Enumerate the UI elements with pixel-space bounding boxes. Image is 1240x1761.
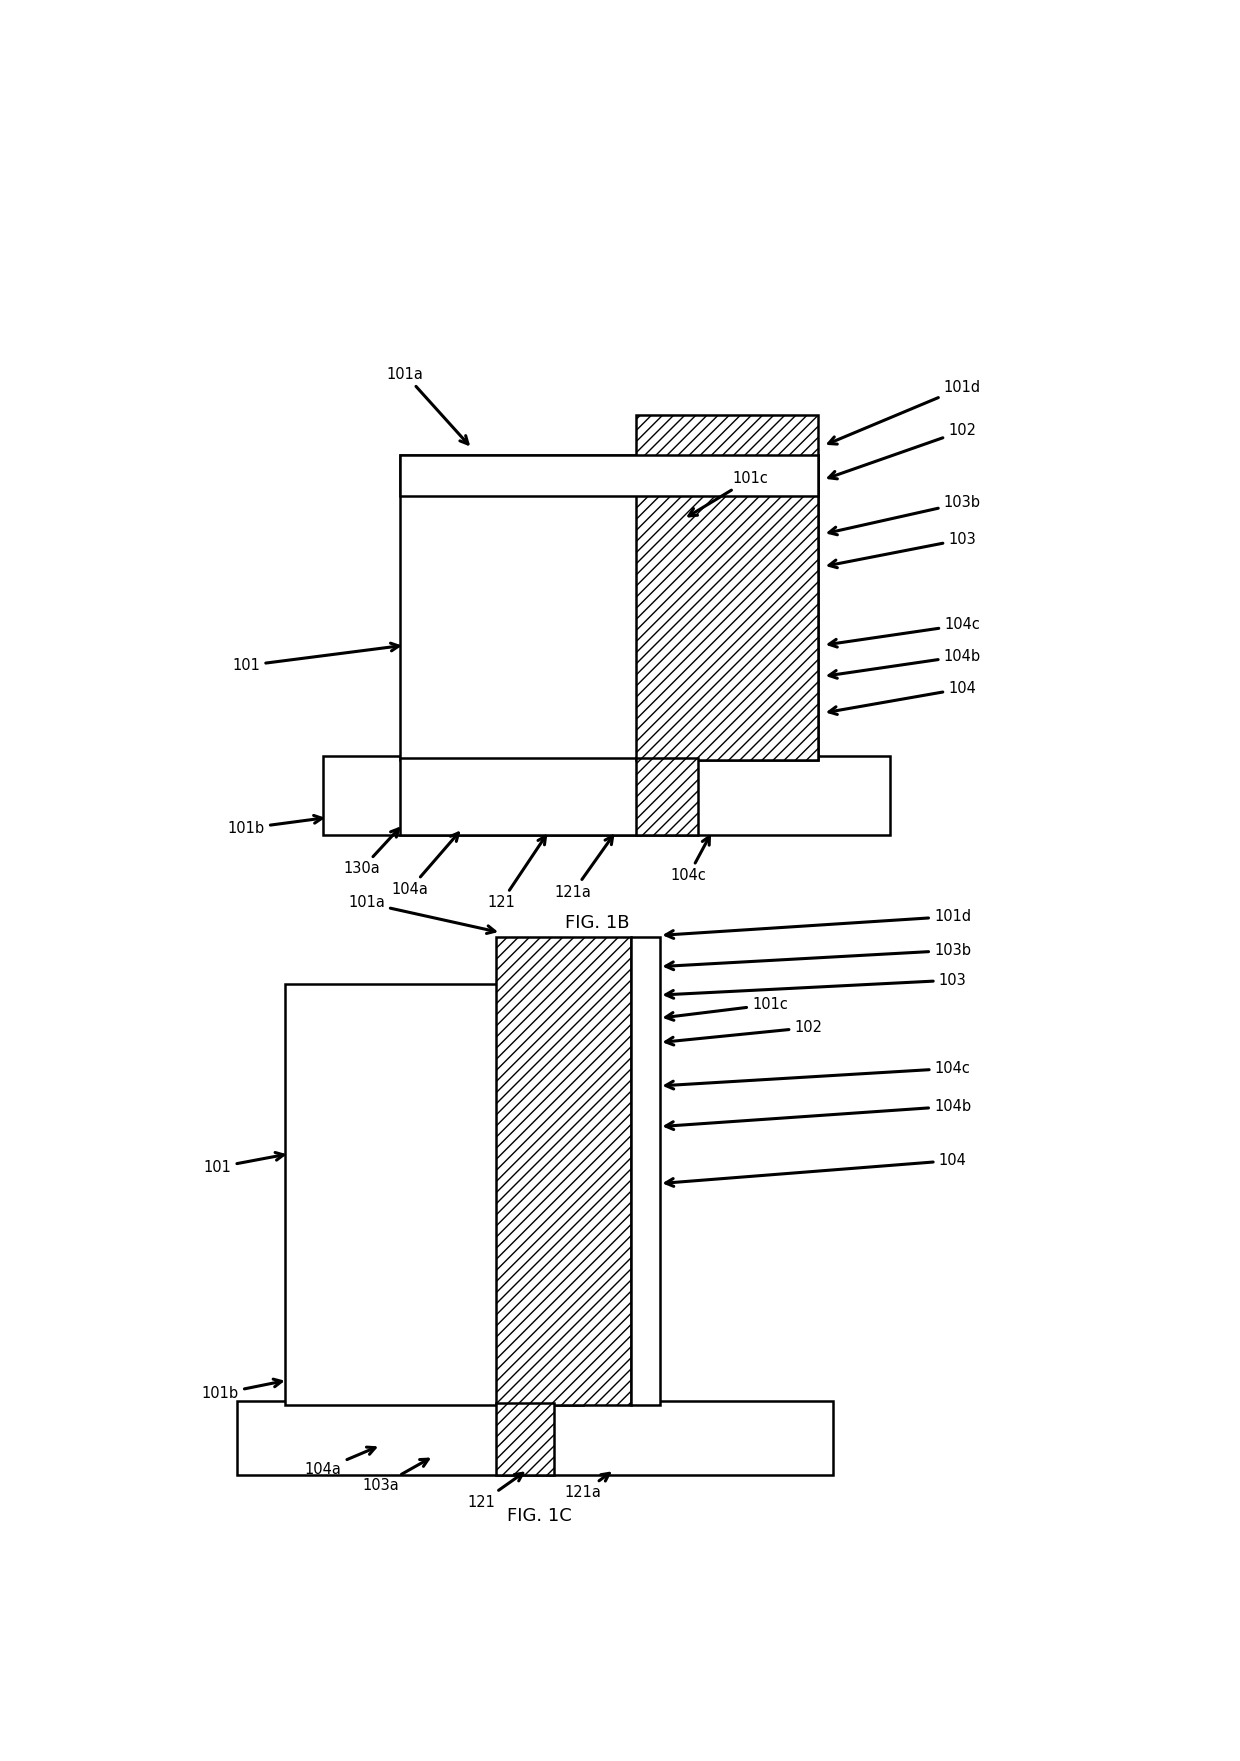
Text: 121: 121 [487, 836, 546, 910]
Text: 101a: 101a [348, 895, 495, 933]
Bar [635, 416, 818, 761]
Text: 104c: 104c [830, 618, 980, 646]
Bar [496, 1404, 554, 1476]
Bar [324, 757, 890, 835]
Text: 121: 121 [467, 1474, 523, 1509]
Text: 102: 102 [666, 1020, 822, 1044]
Text: 101c: 101c [666, 997, 787, 1020]
Text: 103: 103 [830, 532, 976, 567]
Text: 104c: 104c [671, 836, 709, 884]
Bar [496, 937, 631, 1405]
Text: 130a: 130a [343, 829, 399, 877]
Text: 104b: 104b [666, 1099, 971, 1129]
Text: 103b: 103b [830, 495, 981, 535]
Bar [631, 937, 660, 1405]
Text: 121a: 121a [554, 836, 613, 900]
Bar [635, 757, 698, 835]
Text: 101: 101 [203, 1152, 284, 1175]
Text: 103a: 103a [362, 1460, 428, 1493]
Text: 103b: 103b [666, 942, 971, 970]
Bar [285, 984, 583, 1405]
Text: 121a: 121a [564, 1474, 609, 1500]
Text: 101: 101 [232, 643, 399, 673]
Bar [401, 456, 818, 497]
Text: 103: 103 [666, 972, 966, 998]
Text: 101c: 101c [689, 470, 769, 516]
Text: 104: 104 [666, 1153, 966, 1187]
Bar [237, 1400, 832, 1476]
Text: 101d: 101d [666, 909, 971, 939]
Text: 104: 104 [830, 682, 976, 715]
Text: 101b: 101b [202, 1379, 281, 1402]
Text: 101b: 101b [228, 815, 322, 836]
Bar [401, 757, 640, 835]
Text: 101d: 101d [828, 380, 981, 444]
Text: 104b: 104b [830, 648, 981, 678]
Text: 104a: 104a [392, 833, 459, 896]
Text: 102: 102 [828, 423, 976, 479]
Text: 101a: 101a [387, 366, 467, 444]
Text: 104a: 104a [305, 1448, 376, 1477]
Bar [401, 456, 818, 761]
Text: FIG. 1C: FIG. 1C [507, 1507, 572, 1525]
Text: FIG. 1B: FIG. 1B [564, 914, 630, 932]
Text: 104c: 104c [666, 1060, 971, 1088]
